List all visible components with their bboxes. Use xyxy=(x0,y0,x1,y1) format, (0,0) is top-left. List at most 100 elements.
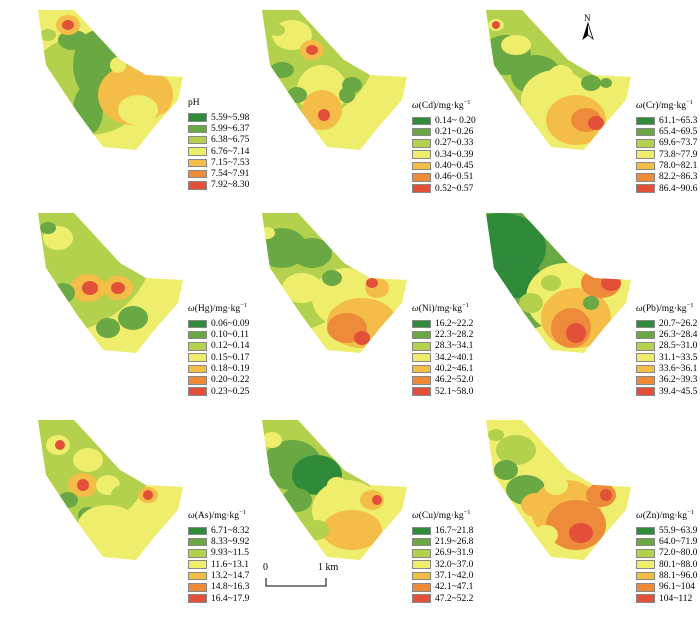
legend-swatch xyxy=(412,526,431,536)
legend-title-element: (Cu) xyxy=(418,511,437,522)
legend-swatch xyxy=(412,364,431,374)
legend-title: ω(As)/mg·kg−1 xyxy=(188,509,246,522)
legend-range-label: 46.2~52.0 xyxy=(435,375,474,386)
map-panel-cd: ω(Cd)/mg·kg−1 0.14~ 0.20 0.21~0.26 0.27~0.3… xyxy=(252,5,477,210)
legend-item: 0.10~0.11 xyxy=(188,329,278,340)
legend-range-label: 82.2~86.3 xyxy=(659,172,698,183)
legend-title-unit: /mg·kg xyxy=(659,304,687,315)
legend-title-unit: /mg·kg xyxy=(212,304,241,315)
map-panel-cu: ω(Cu)/mg·kg−1 16.7~21.8 21.9~26.8 26.9~31.9… xyxy=(252,415,477,620)
legend: ω(Zn)/mg·kg−1 55.9~63.9 64.0~71.9 72.0~80.0… xyxy=(636,507,700,604)
legend-item: 80.1~88.0 xyxy=(636,559,700,570)
legend-item: 26.3~28.4 xyxy=(636,329,700,340)
legend-item: 47.2~52.2 xyxy=(412,593,502,604)
interpolation-map xyxy=(262,10,407,150)
legend-swatch xyxy=(636,387,655,396)
legend-range-label: 6.71~8.32 xyxy=(211,525,250,536)
legend-item: 20.7~26.2 xyxy=(636,318,700,329)
legend-item: 5.59~5.98 xyxy=(188,112,278,123)
legend-range-label: 7.54~7.91 xyxy=(211,169,250,180)
legend-title-symbol: ω xyxy=(636,511,643,522)
legend-swatch xyxy=(636,319,655,329)
legend-range-label: 37.1~42.0 xyxy=(435,570,474,581)
legend-item: 8.33~9.92 xyxy=(188,536,278,547)
legend-range-label: 47.2~52.2 xyxy=(435,593,474,604)
legend-item: 36.2~39.3 xyxy=(636,375,700,386)
legend-swatch xyxy=(636,173,655,182)
legend-swatch xyxy=(636,537,655,547)
legend-item: 73.8~77.9 xyxy=(636,149,700,160)
legend-item: 0.14~ 0.20 xyxy=(412,115,502,126)
map-panel-ph: pH 5.59~5.98 5.99~6.37 6.38~6.75 6.76~7.14 7.… xyxy=(28,5,253,210)
legend-item: 0.20~0.22 xyxy=(188,375,278,386)
legend-title-text: pH xyxy=(188,98,200,108)
legend-title-element: (Hg) xyxy=(194,304,213,315)
legend-title: ω(Hg)/mg·kg−1 xyxy=(188,302,248,315)
legend: ω(Pb)/mg·kg−1 20.7~26.2 26.3~28.4 28.5~31.0… xyxy=(636,300,700,397)
legend-title-symbol: ω xyxy=(188,511,195,522)
legend-item: 16.2~22.2 xyxy=(412,318,502,329)
map-panel-cr: ω(Cr)/mg·kg−1 61.1~65.3 65.4~69.5 69.6~73.7… xyxy=(476,5,700,210)
legend-range-label: 0.21~0.26 xyxy=(435,127,474,138)
legend-swatch xyxy=(188,583,207,592)
legend-item: 0.52~0.57 xyxy=(412,183,502,194)
legend-title: ω(Zn)/mg·kg−1 xyxy=(636,509,694,522)
legend-swatch xyxy=(412,353,431,362)
legend-swatch xyxy=(412,150,431,159)
legend-range-label: 73.8~77.9 xyxy=(659,149,698,160)
legend-item: 7.92~8.30 xyxy=(188,180,278,191)
legend-swatch xyxy=(188,376,207,385)
legend-title-symbol: ω xyxy=(636,304,643,315)
legend: ω(Cu)/mg·kg−1 16.7~21.8 21.9~26.8 26.9~31.9… xyxy=(412,507,502,604)
legend-range-label: 0.20~0.22 xyxy=(211,375,250,386)
legend-range-label: 7.15~7.53 xyxy=(211,157,250,168)
legend-range-label: 52.1~58.0 xyxy=(435,386,474,397)
legend-item: 11.6~13.1 xyxy=(188,559,278,570)
legend-title-unit: /mg·kg xyxy=(658,101,686,112)
legend-swatch xyxy=(188,113,207,122)
legend-range-label: 5.99~6.37 xyxy=(211,123,250,134)
legend-item: 16.7~21.8 xyxy=(412,525,502,536)
legend-item: 14.8~16.3 xyxy=(188,582,278,593)
legend-swatch xyxy=(636,571,655,581)
legend-title: ω(Cd)/mg·kg−1 xyxy=(412,99,471,112)
legend-swatch xyxy=(188,319,207,329)
legend-item: 0.46~0.51 xyxy=(412,172,502,183)
legend-title-element: (Ni) xyxy=(418,304,435,315)
legend-item: 65.4~69.5 xyxy=(636,126,700,137)
legend-item: 31.1~33.5 xyxy=(636,352,700,363)
legend-swatch xyxy=(412,387,431,396)
legend-range-label: 80.1~88.0 xyxy=(659,559,698,570)
legend-range-label: 96.1~104 xyxy=(659,582,696,593)
legend-item: 7.15~7.53 xyxy=(188,157,278,168)
interpolation-map xyxy=(262,420,407,560)
legend-swatch xyxy=(412,583,431,592)
legend-item: 0.34~0.39 xyxy=(412,149,502,160)
legend-swatch xyxy=(412,376,431,385)
legend-swatch xyxy=(412,116,431,126)
north-label: N xyxy=(584,13,591,23)
legend-item: 0.18~0.19 xyxy=(188,363,278,374)
legend-range-label: 9.93~11.5 xyxy=(211,548,250,559)
legend-range-label: 64.0~71.9 xyxy=(659,537,698,548)
legend-swatch xyxy=(188,135,207,145)
legend-swatch xyxy=(412,161,431,171)
interpolation-map xyxy=(486,213,631,353)
interpolation-map xyxy=(486,420,631,560)
legend: pH 5.59~5.98 5.99~6.37 6.38~6.75 6.76~7.14 7.… xyxy=(188,97,278,191)
legend-range-label: 39.4~45.5 xyxy=(659,386,698,397)
legend-swatch xyxy=(636,116,655,126)
legend-range-label: 88.1~96.0 xyxy=(659,570,698,581)
legend-item: 6.76~7.14 xyxy=(188,146,278,157)
legend-range-label: 20.7~26.2 xyxy=(659,318,698,329)
legend-range-label: 0.14~ 0.20 xyxy=(435,115,476,126)
legend-title: ω(Ni)/mg·kg−1 xyxy=(412,302,469,315)
legend-range-label: 34.2~40.1 xyxy=(435,352,474,363)
legend-swatch xyxy=(412,342,431,351)
legend-item: 33.6~36.1 xyxy=(636,363,700,374)
legend-range-label: 86.4~90.6 xyxy=(659,183,698,194)
legend-swatch xyxy=(188,169,207,179)
legend-swatch xyxy=(412,139,431,148)
legend-range-label: 0.15~0.17 xyxy=(211,352,250,363)
legend-range-label: 55.9~63.9 xyxy=(659,525,698,536)
